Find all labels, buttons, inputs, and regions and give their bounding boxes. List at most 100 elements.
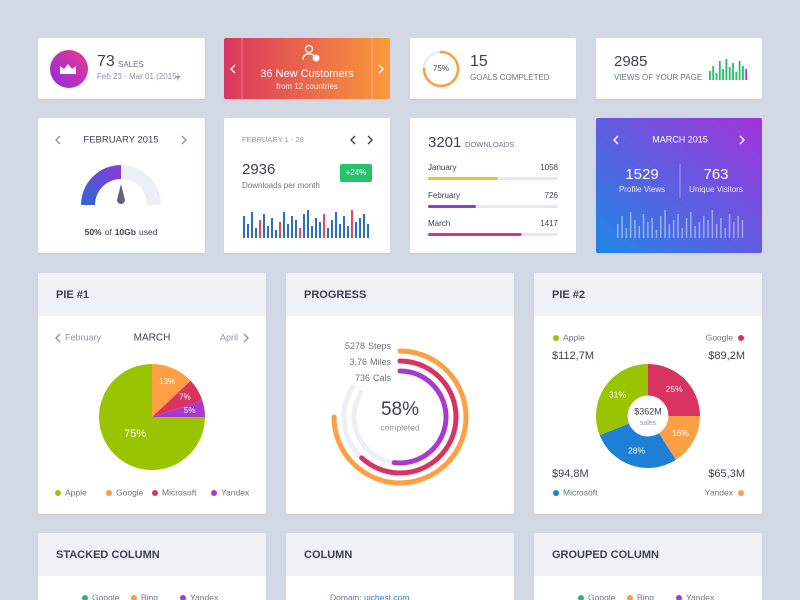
storage-caption: 50% of 10Gb used xyxy=(85,227,158,237)
card xyxy=(596,118,762,253)
prev-arrow[interactable] xyxy=(55,135,61,145)
mini-bar xyxy=(738,61,741,80)
bar xyxy=(327,228,329,238)
panel-header xyxy=(286,273,514,316)
card xyxy=(224,118,390,253)
legend-swatch xyxy=(82,595,88,600)
customers-title: 36 New Customers xyxy=(260,68,354,80)
legend-swatch xyxy=(152,490,158,496)
bar xyxy=(319,222,321,238)
completed-caption: completed xyxy=(380,422,419,432)
change-badge xyxy=(340,164,372,182)
legend-swatch xyxy=(738,335,744,341)
next-arrow[interactable] xyxy=(739,135,745,145)
ring-unit: Miles xyxy=(370,357,392,367)
bar xyxy=(243,216,245,238)
legend-swatch xyxy=(738,490,744,496)
ring-label: 5278 Steps xyxy=(345,341,392,351)
card xyxy=(596,38,762,99)
mini-bar xyxy=(742,66,744,80)
donut-hole xyxy=(627,395,669,437)
legend-label: Google xyxy=(706,332,734,342)
customer-icon-body xyxy=(302,53,315,61)
sales-period: Feb 23 - Mar 01 (2015) xyxy=(97,72,180,81)
panel-title: STACKED COLUMN xyxy=(56,549,160,561)
bar xyxy=(655,230,658,238)
slice-label: 13% xyxy=(159,377,175,386)
dropdown-caret[interactable] xyxy=(175,76,181,79)
bar xyxy=(733,222,735,238)
legend-label: Bing xyxy=(141,592,158,600)
segment-label: 25% xyxy=(666,384,683,394)
prev-arrow[interactable] xyxy=(230,64,236,74)
bar xyxy=(685,218,688,238)
next-arrow[interactable] xyxy=(243,333,249,343)
ring-value: 736 xyxy=(355,373,370,383)
bar xyxy=(355,222,357,238)
next-arrow[interactable] xyxy=(181,135,187,145)
bar xyxy=(690,212,692,238)
panel-header xyxy=(38,273,266,316)
storage-of: of xyxy=(105,227,113,237)
bar xyxy=(741,220,744,238)
ring-unit: Cals xyxy=(373,373,392,383)
donut-caption: sales xyxy=(640,420,657,427)
download-month: March xyxy=(428,219,450,228)
legend-label: Microsoft xyxy=(563,487,598,497)
bar xyxy=(279,222,281,238)
bar xyxy=(291,216,293,238)
bar xyxy=(720,218,722,238)
slice-label: 7% xyxy=(179,393,191,402)
legend-amount: $94,8M xyxy=(552,468,589,480)
legend-swatch xyxy=(55,490,61,496)
prev-arrow[interactable] xyxy=(613,135,619,145)
legend-swatch xyxy=(627,595,633,600)
progress-ring xyxy=(359,358,459,476)
bar xyxy=(621,216,623,238)
prev-arrow[interactable] xyxy=(350,135,356,145)
donut-total: $362M xyxy=(634,406,662,416)
goal-percent: 75% xyxy=(433,64,449,73)
bar xyxy=(728,214,731,238)
bar xyxy=(629,212,632,238)
bar xyxy=(295,220,297,238)
prev-arrow[interactable] xyxy=(55,333,61,343)
panel-title: COLUMN xyxy=(304,549,352,561)
bar xyxy=(698,222,701,238)
bar xyxy=(255,228,257,238)
views-label: VIEWS OF YOUR PAGE xyxy=(614,73,702,82)
nav-next: April xyxy=(220,332,238,342)
bar xyxy=(259,220,261,238)
storage-month: FEBRUARY 2015 xyxy=(83,135,158,146)
next-arrow[interactable] xyxy=(378,64,384,74)
bar xyxy=(617,224,619,238)
bar xyxy=(359,218,361,238)
sales-icon-glyph xyxy=(60,64,76,74)
domain-link[interactable]: uichest.com xyxy=(364,592,409,600)
bar xyxy=(703,216,705,238)
progress-bar xyxy=(428,205,476,208)
visitors-month: MARCH 2015 xyxy=(652,134,708,144)
bar xyxy=(642,214,645,238)
bar xyxy=(343,216,345,238)
bar xyxy=(651,218,653,238)
panel-title: PIE #1 xyxy=(56,289,89,301)
card xyxy=(224,38,390,99)
donut-segment xyxy=(648,364,700,416)
bar xyxy=(664,210,666,238)
bar xyxy=(694,226,696,238)
bar xyxy=(299,228,301,238)
stat-label: Unique Visitors xyxy=(689,185,743,194)
ring-label: 736 Cals xyxy=(355,373,392,383)
legend-label: Google xyxy=(92,592,120,600)
card xyxy=(38,118,205,253)
bar xyxy=(647,222,649,238)
panel-header xyxy=(286,533,514,576)
legend-label: Yandex xyxy=(705,487,734,497)
next-arrow[interactable] xyxy=(367,135,373,145)
bar xyxy=(271,218,273,238)
gauge-fill xyxy=(81,165,121,205)
ring-track xyxy=(341,384,365,461)
bar xyxy=(267,226,269,238)
